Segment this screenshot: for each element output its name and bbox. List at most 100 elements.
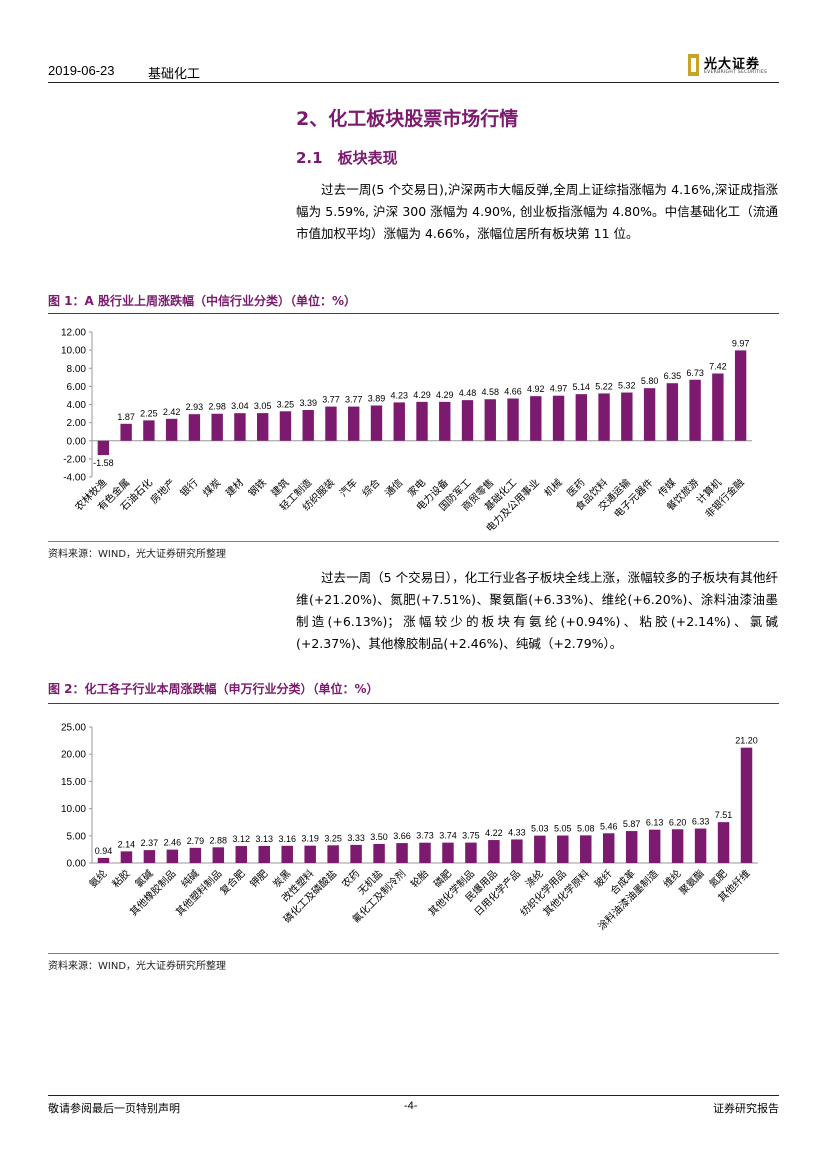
bar bbox=[348, 406, 360, 441]
bar bbox=[211, 413, 223, 441]
bar bbox=[281, 845, 293, 863]
bar bbox=[350, 844, 362, 863]
y-tick-label: 25.00 bbox=[61, 723, 86, 734]
data-label: 3.50 bbox=[370, 832, 388, 842]
y-tick-label: -2.00 bbox=[63, 454, 86, 465]
data-label: 7.51 bbox=[715, 810, 733, 820]
bar bbox=[373, 843, 385, 863]
data-label: 6.20 bbox=[669, 817, 687, 827]
bar bbox=[557, 835, 569, 863]
data-label: 3.19 bbox=[301, 834, 319, 844]
figure1-title: 图 1：A 股行业上周涨跌幅（中信行业分类）（单位：%） bbox=[48, 294, 357, 308]
figure2-title: 图 2：化工各子行业本周涨跌幅（申万行业分类）（单位：%） bbox=[48, 682, 379, 696]
header-divider bbox=[48, 82, 779, 83]
figure2-top-rule bbox=[48, 703, 779, 704]
y-tick-label: 8.00 bbox=[67, 364, 87, 375]
bar bbox=[625, 831, 638, 863]
data-label: 3.16 bbox=[278, 834, 296, 844]
data-label: 3.39 bbox=[299, 398, 317, 408]
bar bbox=[258, 845, 270, 863]
y-tick-label: 2.00 bbox=[67, 418, 87, 429]
category-label: 聚氨酯 bbox=[676, 867, 706, 897]
figure2-chart: 25.00 20.00 15.00 10.00 5.00 0.00 0.94 氨纶 2.14 粘胶… bbox=[48, 708, 779, 954]
data-label: 2.98 bbox=[208, 402, 226, 412]
bar bbox=[257, 413, 269, 441]
data-label: 5.05 bbox=[554, 824, 572, 834]
data-label: 3.77 bbox=[345, 395, 363, 405]
data-label: 5.80 bbox=[641, 376, 659, 386]
logo-text-cn: 光大证券 bbox=[704, 57, 761, 72]
y-tick-label: -4.00 bbox=[63, 473, 86, 484]
category-label: 通信 bbox=[383, 477, 406, 500]
bar bbox=[530, 396, 542, 441]
data-label: 2.46 bbox=[164, 838, 182, 848]
figure2-bottom-rule bbox=[48, 953, 779, 954]
bar bbox=[97, 440, 110, 456]
figure1-source: 资料来源：WIND，光大证券研究所整理 bbox=[48, 549, 227, 560]
data-label: 3.75 bbox=[462, 831, 480, 841]
figure1-top-rule bbox=[48, 313, 779, 314]
bar bbox=[416, 401, 428, 441]
figure2-svg: 25.00 20.00 15.00 10.00 5.00 0.00 0.94 氨纶 2.14 粘胶… bbox=[61, 723, 758, 933]
y-tick-label: 15.00 bbox=[61, 777, 86, 788]
bar bbox=[643, 388, 656, 441]
bar bbox=[712, 373, 724, 441]
category-label: 房地产 bbox=[147, 476, 177, 506]
data-label: 4.92 bbox=[527, 384, 545, 394]
category-label: 机械 bbox=[541, 476, 564, 499]
bar bbox=[511, 839, 523, 863]
y-tick-label: 4.00 bbox=[67, 400, 87, 411]
figure1-bottom-rule bbox=[48, 541, 779, 542]
footer-disclaimer: 敬请参阅最后一页特别声明 bbox=[48, 1102, 180, 1115]
data-label: 6.35 bbox=[664, 371, 682, 381]
page-number: -4- bbox=[404, 1100, 418, 1112]
bar bbox=[189, 847, 202, 863]
bar bbox=[212, 847, 225, 863]
bar bbox=[621, 392, 633, 441]
bar bbox=[648, 829, 661, 863]
figure1-chart: 12.00 10.00 8.00 6.00 4.00 2.00 0.00 -2.00 -4.00… bbox=[48, 318, 779, 544]
y-tick-label: 0.00 bbox=[67, 859, 87, 870]
data-label: 0.94 bbox=[95, 846, 113, 856]
y-tick-label: 6.00 bbox=[67, 382, 87, 393]
data-label: 5.08 bbox=[577, 823, 595, 833]
bar bbox=[393, 402, 405, 441]
y-tick-label: 10.00 bbox=[61, 346, 86, 357]
data-label: 3.73 bbox=[416, 831, 434, 841]
bar bbox=[419, 842, 431, 863]
footer-doc-type: 证券研究报告 bbox=[713, 1102, 779, 1115]
data-label: 5.87 bbox=[623, 819, 641, 829]
category-label: 建材 bbox=[223, 476, 246, 499]
data-label: 3.25 bbox=[277, 399, 295, 409]
data-label: 3.12 bbox=[233, 834, 251, 844]
data-label: 4.97 bbox=[550, 384, 568, 394]
data-label: 9.97 bbox=[732, 338, 750, 348]
data-label: 7.42 bbox=[709, 362, 727, 372]
data-label: 3.66 bbox=[393, 831, 411, 841]
bar bbox=[165, 418, 178, 441]
bar bbox=[234, 413, 246, 441]
bar bbox=[304, 845, 316, 863]
category-label: 钢铁 bbox=[245, 476, 268, 499]
data-label: 2.25 bbox=[140, 408, 158, 418]
paragraph-text: 过去一周(5 个交易日),沪深两市大幅反弹,全周上证综指涨幅为 4.16%,深证… bbox=[296, 182, 778, 241]
bar bbox=[717, 822, 730, 863]
data-label: 3.77 bbox=[322, 395, 340, 405]
figure2-source: 资料来源：WIND，光大证券研究所整理 bbox=[48, 961, 227, 972]
y-tick-label: 12.00 bbox=[61, 328, 86, 339]
data-label: 4.29 bbox=[436, 390, 454, 400]
bar bbox=[694, 828, 707, 863]
subsection-title: 2.1 板块表现 bbox=[296, 149, 398, 167]
data-label: 4.48 bbox=[459, 388, 477, 398]
data-label: 6.13 bbox=[646, 818, 664, 828]
data-label: 4.58 bbox=[482, 387, 500, 397]
report-sector: 基础化工 bbox=[148, 67, 201, 82]
bar bbox=[370, 405, 383, 441]
data-label: 1.87 bbox=[117, 412, 135, 422]
data-label: 4.23 bbox=[390, 390, 408, 400]
report-date: 2019-06-23 bbox=[48, 63, 115, 78]
category-label: 综合 bbox=[359, 476, 382, 499]
data-label: 5.46 bbox=[600, 821, 618, 831]
bar bbox=[671, 829, 684, 863]
bar bbox=[740, 747, 753, 863]
